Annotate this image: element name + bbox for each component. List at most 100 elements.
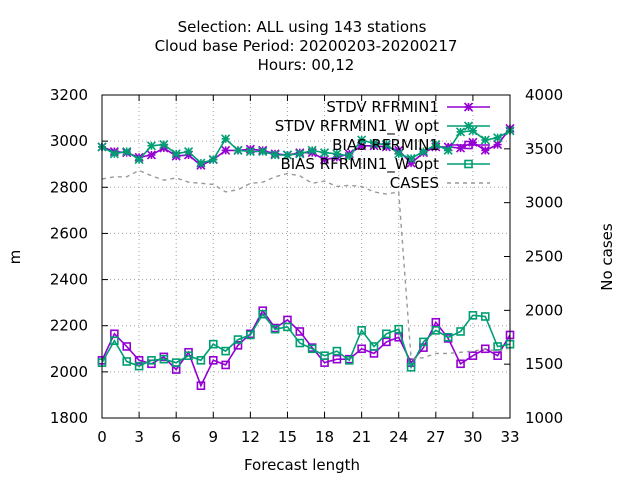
y2-tick-label: 1500 [525, 355, 563, 373]
series-1-point [332, 149, 342, 159]
legend-marker [463, 102, 474, 112]
legend-entry: BIAS RFRMIN1_W opt [280, 155, 490, 174]
series-3-point [443, 332, 453, 342]
x-tick-label: 21 [352, 428, 371, 446]
series-3-point [233, 335, 243, 344]
y2-tick-label: 1000 [525, 409, 563, 427]
series-3-point [344, 356, 354, 365]
y2-axis-title: No cases [598, 223, 616, 291]
series-3-point [480, 312, 490, 321]
legend-label: BIAS RFRMIN1_W opt [280, 155, 439, 174]
series-2-point [122, 342, 132, 351]
series-1-point [233, 145, 243, 155]
series-3-point [295, 338, 305, 348]
x-tick-label: 24 [389, 428, 408, 446]
y-tick-label: 2400 [50, 271, 88, 289]
series-3-point [283, 322, 292, 332]
x-axis-title: Forecast length [244, 456, 360, 474]
x-tick-label: 6 [171, 428, 181, 446]
y-tick-label: 3000 [50, 132, 88, 150]
series-3-point [110, 336, 119, 346]
series-3-point [357, 326, 366, 335]
series-1-point [369, 138, 379, 149]
series-2-point [456, 359, 465, 369]
title-line-2: Cloud base Period: 20200203-20200217 [155, 37, 458, 55]
series-1-point [134, 155, 144, 165]
x-tick-label: 27 [426, 428, 445, 446]
legend-entry: CASES [390, 174, 490, 192]
series-1-point [159, 140, 169, 150]
series-3-point [184, 351, 193, 361]
series-1-point [455, 127, 466, 137]
series-3-point [493, 342, 502, 351]
series-line-1 [101, 129, 511, 164]
series-2-point [480, 344, 490, 354]
y-axis-title: m [6, 250, 24, 265]
series-1-point [122, 146, 132, 157]
series-3-point [122, 357, 132, 366]
title-line-3: Hours: 00,12 [258, 56, 355, 74]
series-1-point [357, 135, 367, 145]
series-2-point [221, 360, 230, 370]
series-1-point [270, 150, 280, 160]
series-1-point [418, 146, 429, 157]
series-0-point [146, 150, 157, 160]
series-2-point [196, 381, 206, 391]
x-tick-label: 3 [134, 428, 144, 446]
series-0-point [480, 145, 490, 155]
series-1-point [307, 145, 317, 155]
series-line-2 [101, 309, 511, 388]
series-1-point [406, 153, 416, 164]
x-tick-label: 12 [241, 428, 260, 446]
legend-entry: BIAS RFRMIN1 [332, 136, 490, 154]
series-2-point [332, 354, 342, 364]
y-tick-label: 2600 [50, 224, 88, 242]
series-1-point [295, 149, 305, 159]
legend-label: STDV RFRMIN1_W opt [275, 117, 439, 136]
legend-label: CASES [390, 174, 439, 192]
series-3-point [332, 346, 342, 356]
series-2-point [382, 337, 391, 347]
series-2-point [468, 351, 478, 361]
series-2-point [493, 351, 502, 361]
x-tick-label: 9 [208, 428, 218, 446]
series-1-point [282, 150, 293, 160]
series-3-point [147, 356, 156, 365]
series-3-point [208, 339, 218, 349]
series-1-point [431, 140, 441, 150]
y2-tick-label: 2500 [525, 248, 563, 266]
series-3-point [394, 324, 404, 334]
series-3-point [246, 330, 255, 340]
series-1-point [480, 135, 490, 145]
series-1-point [171, 149, 181, 159]
series-3-point [159, 354, 169, 364]
series-1-point [381, 140, 391, 150]
legend-marker [464, 140, 473, 150]
series-3-point [406, 362, 416, 372]
series-1-point [258, 146, 268, 157]
chart-title: Selection: ALL using 143 stations Cloud … [155, 18, 458, 74]
x-tick-label: 30 [463, 428, 482, 446]
series-3-point [419, 337, 428, 347]
grid-layer [101, 94, 511, 419]
series-3-point [456, 327, 465, 336]
series-3-point [320, 351, 329, 361]
series-1-point [208, 155, 218, 165]
y2-tick-label: 3500 [525, 140, 563, 158]
series-1-point [109, 149, 119, 159]
y2-tick-label: 3000 [525, 194, 563, 212]
y-tick-label: 2800 [50, 178, 88, 196]
series-2-point [295, 327, 305, 336]
x-tick-label: 0 [97, 428, 107, 446]
series-1-point [245, 146, 255, 157]
legend-entry: STDV RFRMIN1 [326, 98, 490, 116]
series-3-point [382, 329, 391, 339]
y2-tick-label: 2000 [525, 301, 563, 319]
tick-layer: 0 3 6 9 12 15 18 21 24 27 30 33 1800 2000 2200 2400 2600… [50, 86, 563, 446]
series-3-point [369, 342, 379, 351]
series-3-point [468, 311, 478, 320]
series-1-point [394, 149, 404, 159]
series-1-point [183, 146, 194, 157]
series-line-3 [101, 312, 511, 370]
